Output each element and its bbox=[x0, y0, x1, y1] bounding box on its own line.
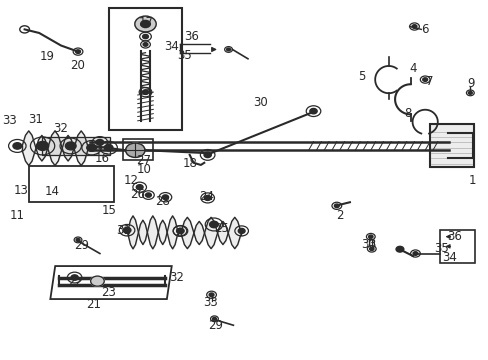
Bar bbox=[429, 125, 473, 167]
Circle shape bbox=[135, 16, 156, 32]
Text: 33: 33 bbox=[203, 296, 218, 309]
Circle shape bbox=[468, 91, 471, 94]
Circle shape bbox=[395, 246, 403, 252]
Circle shape bbox=[309, 108, 317, 114]
Circle shape bbox=[226, 48, 230, 51]
Circle shape bbox=[412, 252, 417, 255]
Text: 36: 36 bbox=[446, 230, 461, 243]
Text: 9: 9 bbox=[467, 77, 474, 90]
Circle shape bbox=[177, 228, 184, 234]
Circle shape bbox=[65, 142, 76, 150]
Text: 25: 25 bbox=[213, 222, 228, 235]
Text: 29: 29 bbox=[207, 319, 223, 332]
Text: 16: 16 bbox=[94, 152, 109, 165]
Bar bbox=[41, 137, 109, 155]
Text: 20: 20 bbox=[70, 59, 85, 72]
Text: 23: 23 bbox=[101, 287, 116, 300]
Circle shape bbox=[123, 227, 131, 233]
Circle shape bbox=[142, 90, 148, 94]
Text: 34: 34 bbox=[441, 251, 456, 264]
Text: 28: 28 bbox=[155, 195, 170, 208]
Bar bbox=[41, 137, 109, 155]
Circle shape bbox=[76, 238, 80, 241]
Text: 24: 24 bbox=[199, 190, 214, 203]
Text: 2: 2 bbox=[336, 210, 343, 222]
Circle shape bbox=[209, 221, 218, 228]
Circle shape bbox=[203, 152, 211, 158]
Text: 34: 34 bbox=[164, 40, 179, 53]
Text: 35: 35 bbox=[433, 242, 447, 255]
Text: 12: 12 bbox=[123, 174, 139, 186]
Text: 35: 35 bbox=[177, 49, 192, 62]
Circle shape bbox=[162, 195, 168, 199]
Circle shape bbox=[334, 204, 339, 208]
Circle shape bbox=[136, 185, 143, 190]
Text: 30: 30 bbox=[252, 96, 267, 109]
Text: 13: 13 bbox=[14, 184, 29, 197]
Text: 29: 29 bbox=[74, 239, 89, 252]
Circle shape bbox=[411, 25, 416, 28]
Bar bbox=[122, 139, 152, 160]
Text: 21: 21 bbox=[86, 298, 102, 311]
Text: 15: 15 bbox=[101, 204, 116, 217]
Text: 3: 3 bbox=[367, 238, 375, 251]
Circle shape bbox=[141, 21, 150, 28]
Text: 18: 18 bbox=[182, 157, 197, 170]
Text: 27: 27 bbox=[136, 154, 151, 167]
Text: 32: 32 bbox=[169, 271, 183, 284]
Text: 5: 5 bbox=[358, 69, 365, 82]
Text: 4: 4 bbox=[408, 62, 416, 75]
Circle shape bbox=[76, 50, 81, 53]
Circle shape bbox=[86, 144, 96, 151]
Circle shape bbox=[143, 42, 148, 46]
Text: 26: 26 bbox=[130, 188, 145, 201]
Circle shape bbox=[142, 35, 148, 39]
Circle shape bbox=[238, 228, 244, 233]
Text: 10: 10 bbox=[137, 163, 152, 176]
Text: 22: 22 bbox=[67, 276, 82, 289]
Circle shape bbox=[369, 247, 373, 251]
Text: 11: 11 bbox=[10, 210, 25, 222]
Circle shape bbox=[125, 143, 145, 157]
Text: 36: 36 bbox=[183, 30, 198, 43]
Text: 31: 31 bbox=[28, 113, 43, 126]
Circle shape bbox=[104, 144, 113, 151]
Circle shape bbox=[209, 293, 214, 297]
Circle shape bbox=[71, 275, 78, 280]
Text: 17: 17 bbox=[138, 16, 153, 29]
Text: 31: 31 bbox=[116, 224, 130, 237]
Circle shape bbox=[212, 318, 216, 320]
Circle shape bbox=[37, 141, 48, 150]
Text: 8: 8 bbox=[404, 107, 411, 120]
Text: 6: 6 bbox=[421, 23, 428, 36]
Text: 14: 14 bbox=[45, 185, 60, 198]
Circle shape bbox=[145, 193, 151, 197]
Circle shape bbox=[176, 228, 183, 233]
Text: 33: 33 bbox=[2, 114, 17, 127]
Circle shape bbox=[204, 195, 211, 201]
Text: 30: 30 bbox=[360, 238, 375, 251]
Text: 19: 19 bbox=[40, 50, 55, 63]
Circle shape bbox=[96, 139, 103, 145]
Bar bbox=[439, 230, 474, 263]
Text: 7: 7 bbox=[426, 75, 433, 88]
Circle shape bbox=[90, 276, 104, 286]
Text: 1: 1 bbox=[468, 174, 475, 186]
Circle shape bbox=[422, 78, 427, 81]
Bar bbox=[429, 125, 473, 167]
Circle shape bbox=[368, 235, 372, 238]
Text: 32: 32 bbox=[54, 122, 68, 135]
Bar bbox=[108, 8, 182, 130]
Circle shape bbox=[13, 143, 21, 149]
